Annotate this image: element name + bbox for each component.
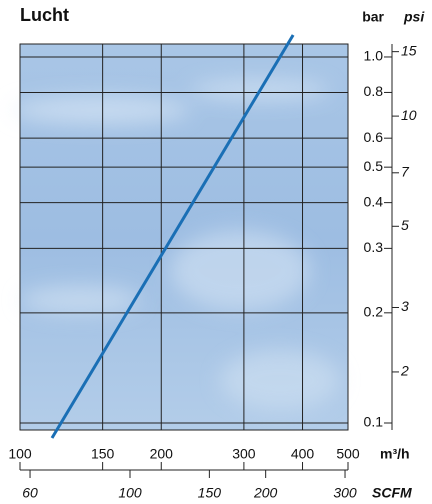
y2-tick-label: 10	[401, 107, 417, 123]
y2-tick-label: 5	[401, 217, 409, 233]
x2-tick-label: 100	[118, 485, 142, 501]
x2-axis-label: SCFM	[372, 485, 412, 501]
y-axis-label: bar	[362, 9, 384, 25]
y-tick-label: 0.1	[364, 414, 384, 430]
x-tick-label: 150	[91, 446, 115, 462]
x2-tick-label: 200	[253, 485, 278, 501]
x-tick-label: 400	[291, 446, 315, 462]
x-tick-label: 200	[150, 446, 174, 462]
x-tick-label: 500	[336, 446, 360, 462]
y-tick-label: 0.6	[364, 129, 384, 145]
clouds	[10, 80, 340, 410]
x-tick-label: 100	[8, 446, 32, 462]
y2-tick-label: 15	[401, 42, 417, 58]
y-tick-label: 0.2	[364, 304, 384, 320]
y-tick-label: 0.4	[364, 193, 384, 209]
y-tick-label: 0.3	[364, 239, 384, 255]
y-tick-label: 0.8	[364, 83, 384, 99]
y2-tick-label: 7	[401, 164, 410, 180]
y2-tick-label: 2	[400, 363, 409, 379]
x2-tick-label: 60	[22, 485, 38, 501]
x-tick-label: 300	[232, 446, 256, 462]
data-line	[50, 34, 295, 439]
y-tick-label: 1.0	[364, 48, 384, 64]
y-tick-label: 0.5	[364, 158, 384, 174]
x-axis-label: m³/h	[380, 446, 410, 462]
x2-tick-label: 150	[198, 485, 222, 501]
x2-tick-label: 300	[333, 485, 357, 501]
y2-tick-label: 3	[401, 298, 409, 314]
y2-axis-label: psi	[403, 9, 425, 25]
chart-title: Lucht	[20, 5, 69, 25]
